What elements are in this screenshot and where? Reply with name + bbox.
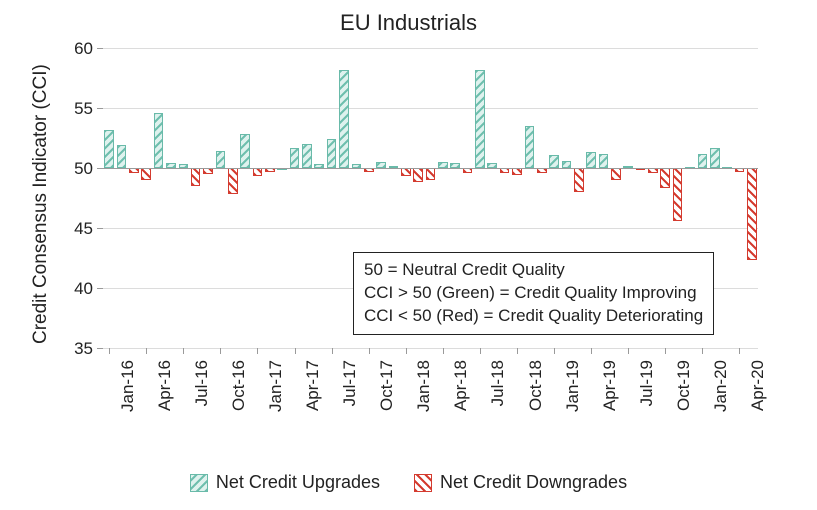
cci-bar-chart: EU Industrials Credit Consensus Indicato… — [0, 0, 817, 510]
x-tick-mark — [109, 348, 110, 354]
x-tick-mark — [146, 348, 147, 354]
cci-box-line: 50 = Neutral Credit Quality — [364, 259, 703, 282]
bar-upgrade — [525, 126, 535, 168]
x-tick-label: Oct-16 — [229, 360, 249, 420]
bar-upgrade — [475, 70, 485, 168]
legend-label-upgrades: Net Credit Upgrades — [216, 472, 380, 493]
cci-box-line: CCI < 50 (Red) = Credit Quality Deterior… — [364, 305, 703, 328]
bar-downgrade — [512, 168, 522, 175]
bar-downgrade — [141, 168, 151, 180]
bar-downgrade — [574, 168, 584, 192]
bar-upgrade — [327, 139, 337, 168]
y-tick-mark — [97, 348, 103, 349]
y-tick-label: 60 — [63, 39, 93, 59]
x-tick-mark — [369, 348, 370, 354]
x-tick-mark — [295, 348, 296, 354]
bar-downgrade — [253, 168, 263, 176]
gridline — [103, 48, 758, 49]
y-tick-label: 45 — [63, 219, 93, 239]
y-tick-mark — [97, 288, 103, 289]
y-tick-mark — [97, 228, 103, 229]
x-tick-mark — [517, 348, 518, 354]
gridline — [103, 228, 758, 229]
y-tick-label: 40 — [63, 279, 93, 299]
legend: Net Credit Upgrades Net Credit Downgrade… — [0, 472, 817, 493]
x-tick-mark — [554, 348, 555, 354]
x-tick-mark — [257, 348, 258, 354]
bar-downgrade — [413, 168, 423, 182]
bar-upgrade — [599, 154, 609, 168]
bar-upgrade — [117, 145, 127, 168]
x-tick-label: Jan-18 — [414, 360, 434, 420]
x-tick-label: Jan-17 — [266, 360, 286, 420]
y-tick-mark — [97, 48, 103, 49]
x-tick-label: Apr-16 — [155, 360, 175, 420]
bar-upgrade — [154, 113, 164, 168]
x-tick-label: Oct-19 — [674, 360, 694, 420]
x-tick-mark — [665, 348, 666, 354]
x-tick-label: Jul-17 — [340, 360, 360, 420]
bar-downgrade — [228, 168, 238, 194]
bar-downgrade — [191, 168, 201, 186]
baseline-50 — [103, 168, 758, 169]
legend-item-downgrades: Net Credit Downgrades — [414, 472, 627, 493]
y-tick-label: 55 — [63, 99, 93, 119]
bar-upgrade — [216, 151, 226, 168]
chart-title: EU Industrials — [0, 10, 817, 36]
x-tick-label: Jan-16 — [118, 360, 138, 420]
x-tick-mark — [332, 348, 333, 354]
bar-upgrade — [586, 152, 596, 168]
x-tick-label: Jul-16 — [192, 360, 212, 420]
x-tick-label: Apr-19 — [600, 360, 620, 420]
x-tick-mark — [628, 348, 629, 354]
bar-upgrade — [549, 155, 559, 168]
bar-upgrade — [240, 134, 250, 168]
x-tick-label: Jan-19 — [563, 360, 583, 420]
x-tick-mark — [702, 348, 703, 354]
bar-downgrade — [660, 168, 670, 188]
legend-swatch-downgrades — [414, 474, 432, 492]
x-tick-mark — [183, 348, 184, 354]
legend-swatch-upgrades — [190, 474, 208, 492]
x-tick-label: Oct-18 — [526, 360, 546, 420]
y-axis-label: Credit Consensus Indicator (CCI) — [30, 64, 52, 344]
x-tick-label: Apr-18 — [451, 360, 471, 420]
legend-label-downgrades: Net Credit Downgrades — [440, 472, 627, 493]
x-tick-mark — [443, 348, 444, 354]
y-tick-label: 50 — [63, 159, 93, 179]
bar-downgrade — [673, 168, 683, 221]
x-tick-mark — [220, 348, 221, 354]
bar-upgrade — [290, 148, 300, 168]
bar-upgrade — [562, 161, 572, 168]
y-tick-mark — [97, 108, 103, 109]
x-tick-label: Apr-20 — [748, 360, 768, 420]
bar-upgrade — [698, 154, 708, 168]
bar-upgrade — [339, 70, 349, 168]
bar-upgrade — [104, 130, 114, 168]
bar-downgrade — [747, 168, 757, 260]
bar-downgrade — [426, 168, 436, 180]
gridline — [103, 108, 758, 109]
y-tick-label: 35 — [63, 339, 93, 359]
x-tick-mark — [480, 348, 481, 354]
x-tick-label: Jul-18 — [488, 360, 508, 420]
x-tick-label: Jul-19 — [637, 360, 657, 420]
cci-explainer-box: 50 = Neutral Credit Quality CCI > 50 (Gr… — [353, 252, 714, 335]
x-tick-mark — [591, 348, 592, 354]
gridline — [103, 348, 758, 349]
cci-box-line: CCI > 50 (Green) = Credit Quality Improv… — [364, 282, 703, 305]
bar-upgrade — [302, 144, 312, 168]
bar-downgrade — [401, 168, 411, 176]
x-tick-label: Oct-17 — [377, 360, 397, 420]
legend-item-upgrades: Net Credit Upgrades — [190, 472, 380, 493]
x-tick-mark — [739, 348, 740, 354]
bar-downgrade — [611, 168, 621, 180]
bar-upgrade — [710, 148, 720, 168]
x-tick-label: Apr-17 — [303, 360, 323, 420]
x-tick-mark — [406, 348, 407, 354]
x-tick-label: Jan-20 — [711, 360, 731, 420]
